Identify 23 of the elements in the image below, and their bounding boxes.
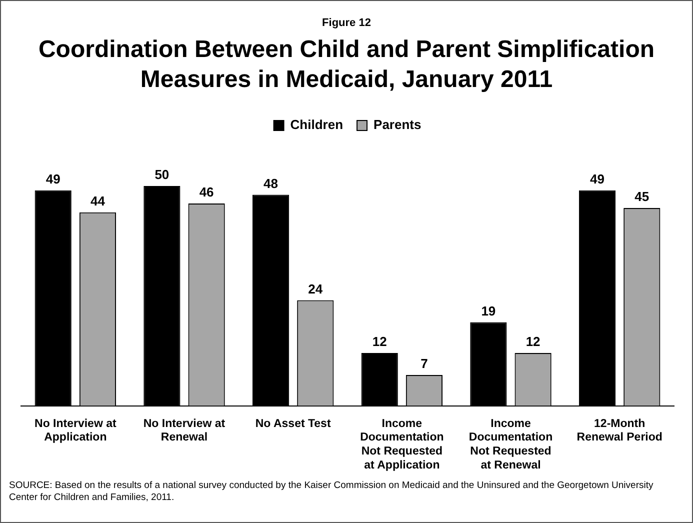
x-tick-label: No Interview at Renewal <box>143 418 226 444</box>
data-label: 49 <box>46 171 60 186</box>
data-label: 48 <box>264 176 278 191</box>
data-label: 44 <box>90 193 106 208</box>
x-tick-label: Income Documentation Not Requested at Renewal <box>468 418 553 472</box>
x-tick-label: No Interview at Application <box>34 418 116 444</box>
chart-title: Coordination Between Child and Parent Simplification Measures in Medicaid, January 2011 <box>37 35 656 95</box>
source-note: SOURCE: Based on the results of a national survey conducted by the Kaiser Commission on Medicaid and the Uninsured and the Georgetown University Center for Children and Families, 2011. <box>9 480 654 504</box>
x-tick-label: 12-Month Renewal Period <box>576 418 662 444</box>
data-label: 45 <box>634 189 650 204</box>
data-label: 7 <box>420 356 428 372</box>
data-label: 12 <box>372 334 387 350</box>
legend-label: Parents <box>374 117 422 132</box>
data-label: 49 <box>590 171 605 186</box>
data-label: 12 <box>526 334 540 350</box>
data-label: 24 <box>308 281 324 296</box>
data-label: 50 <box>154 167 170 182</box>
data-label: 46 <box>199 184 214 200</box>
x-tick-label: Income Documentation Not Requested at Application <box>360 418 444 472</box>
legend-label: Children <box>290 117 344 132</box>
chart-subtitle: Figure 12 <box>321 17 372 29</box>
x-tick-label: No Asset Test <box>255 418 331 430</box>
data-label: 19 <box>481 303 496 318</box>
